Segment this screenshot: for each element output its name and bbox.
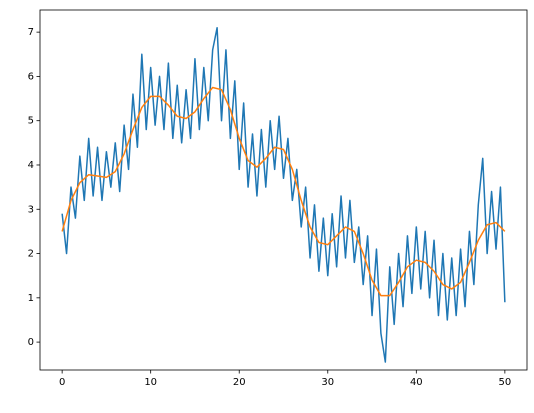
x-tick-label: 10 [144, 377, 157, 388]
y-tick-label: 0 [28, 337, 34, 348]
axes-frame [39, 9, 528, 371]
y-tick-label: 3 [28, 204, 34, 215]
y-tick-label: 2 [28, 249, 34, 260]
y-tick-label: 1 [28, 293, 34, 304]
x-tick-label: 20 [233, 377, 246, 388]
y-tick-label: 6 [28, 71, 34, 82]
y-tick-label: 7 [28, 27, 34, 38]
data-line [61, 26, 506, 363]
x-tick-label: 30 [321, 377, 334, 388]
x-tick-label: 50 [498, 377, 511, 388]
y-tick-label: 4 [28, 160, 34, 171]
x-tick-label: 40 [410, 377, 423, 388]
y-tick-label: 5 [28, 116, 34, 127]
data-line [61, 86, 506, 297]
x-tick-label: 0 [59, 377, 65, 388]
